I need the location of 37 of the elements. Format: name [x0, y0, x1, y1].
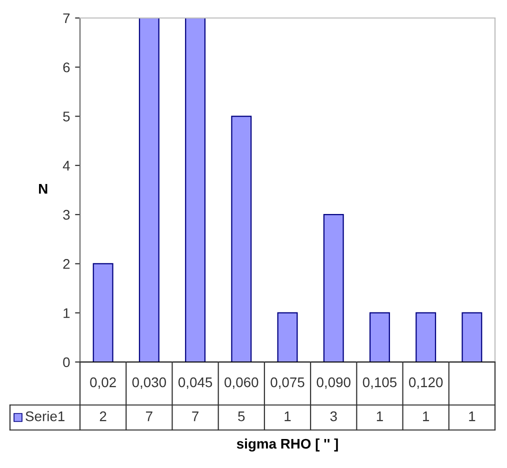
legend-label: Serie1 — [26, 411, 64, 422]
data-label: 1 — [469, 412, 476, 422]
data-label: 1 — [284, 412, 291, 422]
x-tick-label: 0,02 — [90, 377, 116, 389]
x-tick-label: 0,060 — [224, 377, 258, 389]
x-tick-label: 0,030 — [132, 377, 166, 389]
data-label: 2 — [100, 411, 106, 422]
y-axis-title: N — [39, 184, 48, 194]
bar — [277, 312, 298, 362]
y-tick-label: 4 — [62, 160, 70, 170]
x-tick-label: 0,075 — [270, 377, 304, 389]
data-label: 7 — [192, 412, 198, 422]
bar — [369, 312, 390, 362]
x-tick-label: 0,105 — [362, 377, 397, 389]
data-label: 5 — [238, 412, 245, 422]
bar — [92, 263, 114, 362]
bar — [231, 116, 252, 362]
data-label: 1 — [376, 412, 383, 422]
bar — [323, 214, 344, 362]
bar — [185, 18, 206, 362]
y-tick-label: 5 — [63, 112, 70, 122]
y-tick-label: 6 — [63, 62, 70, 72]
y-tick-label: 2 — [63, 259, 70, 269]
x-tick-label: 0,045 — [178, 377, 212, 389]
y-tick-label: 7 — [63, 13, 70, 24]
x-tick-label: 0,090 — [316, 377, 350, 389]
bar — [416, 312, 436, 362]
x-axis-title: sigma RHO [ '' ] — [236, 438, 338, 452]
data-label: 7 — [146, 412, 152, 422]
y-tick-label: 3 — [63, 210, 70, 220]
y-tick-label: 1 — [64, 308, 70, 318]
data-label: 1 — [423, 412, 430, 422]
y-tick-label: 0 — [63, 357, 70, 368]
x-tick-label: 0,120 — [409, 377, 443, 389]
bar — [138, 18, 160, 362]
data-label: 3 — [330, 411, 337, 422]
bar — [462, 312, 482, 362]
